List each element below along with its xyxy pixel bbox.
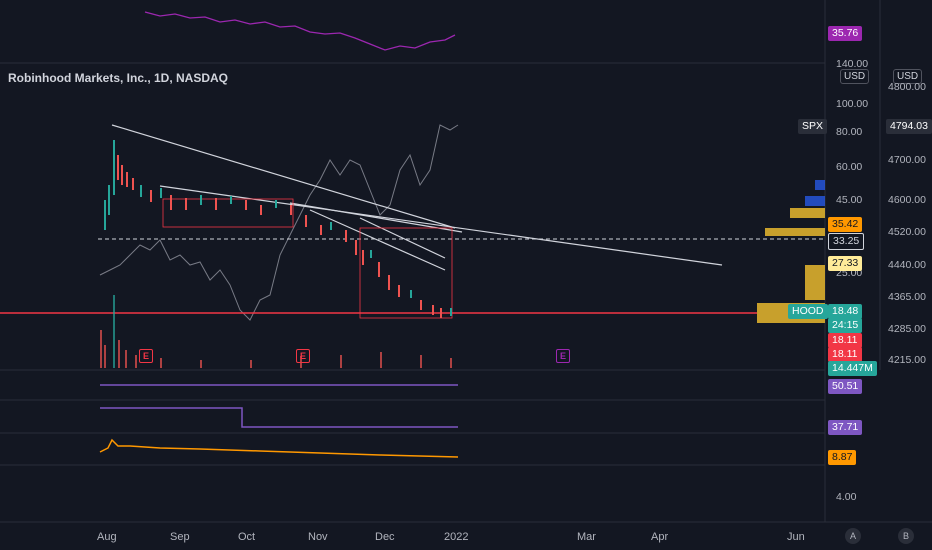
indicator-value-tag: 35.76 <box>828 26 863 41</box>
scale-tick: 4440.00 <box>888 259 926 271</box>
scale-tick: 4215.00 <box>888 354 926 366</box>
scale-tick: 4520.00 <box>888 226 926 238</box>
scale-tick: 4600.00 <box>888 194 926 206</box>
scale-tick: 140.00 <box>836 58 869 70</box>
hood-price-tag: 18.48 <box>828 304 863 319</box>
spx-label: SPX <box>798 119 828 134</box>
volume-bars <box>100 295 452 368</box>
x-tick: Oct <box>238 531 256 543</box>
currency-left[interactable]: USD <box>840 69 870 84</box>
scale-tick: 4700.00 <box>888 154 926 166</box>
hood-label: HOOD <box>788 304 828 319</box>
earnings-marker[interactable]: E <box>139 349 153 363</box>
x-tick: Mar <box>577 531 596 543</box>
currency-right[interactable]: USD <box>893 69 923 84</box>
indicator-tag: 37.71 <box>828 420 863 435</box>
spx-compare-line <box>99 124 459 321</box>
scale-tick: 45.00 <box>836 194 863 206</box>
candles <box>104 140 452 318</box>
scale-tick: 80.00 <box>836 126 863 138</box>
x-tick: Dec <box>375 531 395 543</box>
scale-tick: 4800.00 <box>888 81 926 93</box>
indicator-tag: 8.87 <box>828 450 857 465</box>
x-tick: 2022 <box>444 531 469 543</box>
volume-tag: 14.447M <box>828 361 877 376</box>
low-tag: 18.11 <box>828 347 862 362</box>
volume-profile <box>757 180 825 323</box>
earnings-marker[interactable]: E <box>296 349 310 363</box>
chart-title: Robinhood Markets, Inc., 1D, NASDAQ <box>8 71 229 85</box>
level-tag: 27.33 <box>828 256 863 271</box>
x-tick: Nov <box>308 531 328 543</box>
scale-b-button[interactable]: B <box>898 528 914 544</box>
x-tick: Aug <box>97 531 117 543</box>
top-indicator-line <box>144 11 456 51</box>
scale-tick: 4285.00 <box>888 323 926 335</box>
x-tick: Jun <box>787 531 805 543</box>
low-tag: 18.11 <box>828 333 862 348</box>
scale-tick: 4.00 <box>836 491 857 503</box>
x-tick: Apr <box>651 531 669 543</box>
scale-tick: 4365.00 <box>888 291 926 303</box>
level-tag: 33.25 <box>828 233 865 250</box>
spx-value-tag: 4794.03 <box>886 119 932 134</box>
auto-scale-button[interactable]: A <box>845 528 861 544</box>
level-tag: 35.42 <box>828 217 863 232</box>
scale-tick: 100.00 <box>836 98 869 110</box>
countdown-tag: 24:15 <box>828 318 863 333</box>
x-tick: Sep <box>170 531 190 543</box>
scale-tick: 60.00 <box>836 161 863 173</box>
earnings-marker[interactable]: E <box>556 349 570 363</box>
indicator-tag: 50.51 <box>828 379 863 394</box>
